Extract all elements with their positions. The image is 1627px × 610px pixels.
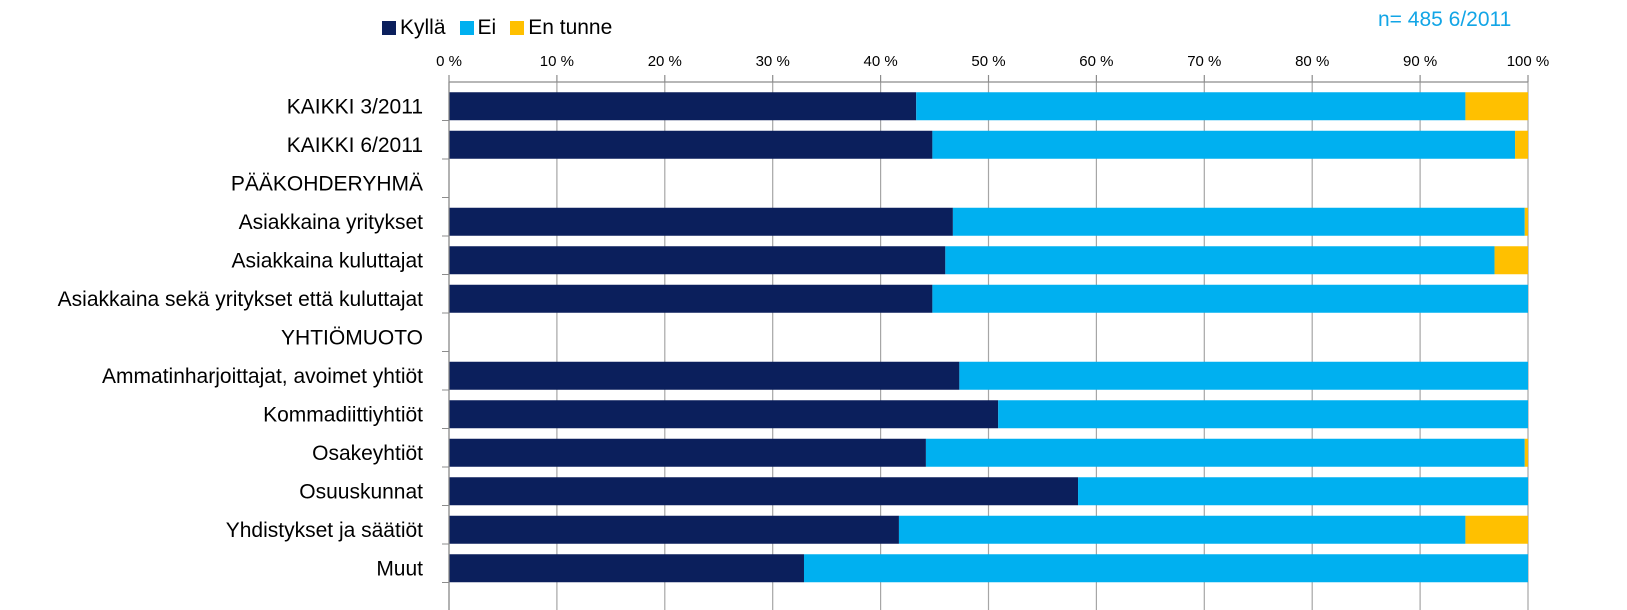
x-tick-label: 70 % (1187, 53, 1221, 70)
category-label: Asiakkaina yritykset (239, 211, 424, 234)
bar-segment-en-tunne (1524, 438, 1528, 467)
bar-segment-en-tunne (1465, 515, 1528, 544)
bar-segment-en-tunne (1465, 92, 1528, 121)
bar-segment-kylla (449, 361, 960, 390)
bar-segment-ei (898, 515, 1466, 544)
bar-segment-ei (803, 554, 1528, 583)
category-label: Osuuskunnat (299, 480, 423, 503)
category-label: Yhdistykset ja säätiöt (226, 519, 423, 542)
x-tick-label: 80 % (1295, 53, 1329, 70)
bar-segment-ei (925, 438, 1525, 467)
bar-segment-en-tunne (1515, 130, 1528, 159)
bar-segment-ei (945, 246, 1495, 275)
bar-segment-kylla (449, 515, 899, 544)
category-label: Ammatinharjoittajat, avoimet yhtiöt (102, 365, 423, 388)
x-tick-label: 10 % (540, 53, 574, 70)
category-label: Muut (376, 557, 423, 580)
x-tick-label: 20 % (648, 53, 682, 70)
x-tick-label: 30 % (756, 53, 790, 70)
bar-segment-en-tunne (1494, 246, 1528, 275)
legend: Kyllä Ei En tunne (382, 16, 626, 40)
bar-segment-ei (916, 92, 1466, 121)
bar-segment-en-tunne (1524, 207, 1528, 236)
legend-item-ei: Ei (459, 16, 497, 40)
bar-segment-ei (959, 361, 1528, 390)
bar-segment-kylla (449, 207, 953, 236)
legend-item-kylla: Kyllä (382, 16, 446, 40)
bar-segment-kylla (449, 284, 933, 313)
x-tick-label: 60 % (1079, 53, 1113, 70)
bar-segment-kylla (449, 246, 946, 275)
x-tick-label: 100 % (1507, 53, 1550, 70)
legend-swatch-ei (459, 21, 474, 35)
legend-swatch-en-tunne (510, 21, 525, 35)
bar-segment-kylla (449, 477, 1079, 506)
category-label: PÄÄKOHDERYHMÄ (231, 172, 423, 195)
category-label: Asiakkaina kuluttajat (232, 249, 424, 272)
bar-segment-kylla (449, 554, 804, 583)
x-tick-label: 90 % (1403, 53, 1437, 70)
x-tick-label: 50 % (971, 53, 1005, 70)
legend-label-kylla: Kyllä (400, 16, 446, 39)
sample-note: n= 485 6/2011 (1378, 8, 1512, 31)
legend-label-en-tunne: En tunne (528, 16, 613, 39)
category-label: YHTIÖMUOTO (281, 326, 423, 349)
bar-segment-kylla (449, 130, 933, 159)
bar-segment-kylla (449, 438, 926, 467)
bar-segment-kylla (449, 400, 999, 429)
legend-item-en-tunne: En tunne (510, 16, 612, 40)
bar-segment-kylla (449, 92, 917, 121)
legend-swatch-kylla (382, 21, 396, 35)
category-label: Osakeyhtiöt (312, 442, 423, 465)
bar-segment-ei (998, 400, 1528, 429)
bar-segment-ei (1078, 477, 1528, 506)
bar-segment-ei (952, 207, 1525, 236)
x-tick-label: 40 % (863, 53, 897, 70)
bar-segment-ei (932, 284, 1528, 313)
x-tick-label: 0 % (436, 53, 462, 70)
category-label: KAIKKI 6/2011 (287, 134, 423, 157)
category-label: Kommadiittiyhtiöt (263, 403, 423, 426)
legend-label-ei: Ei (477, 16, 497, 39)
bar-segment-ei (932, 130, 1516, 159)
category-label: Asiakkaina sekä yritykset että kuluttaja… (58, 288, 424, 311)
category-label: KAIKKI 3/2011 (287, 95, 423, 118)
